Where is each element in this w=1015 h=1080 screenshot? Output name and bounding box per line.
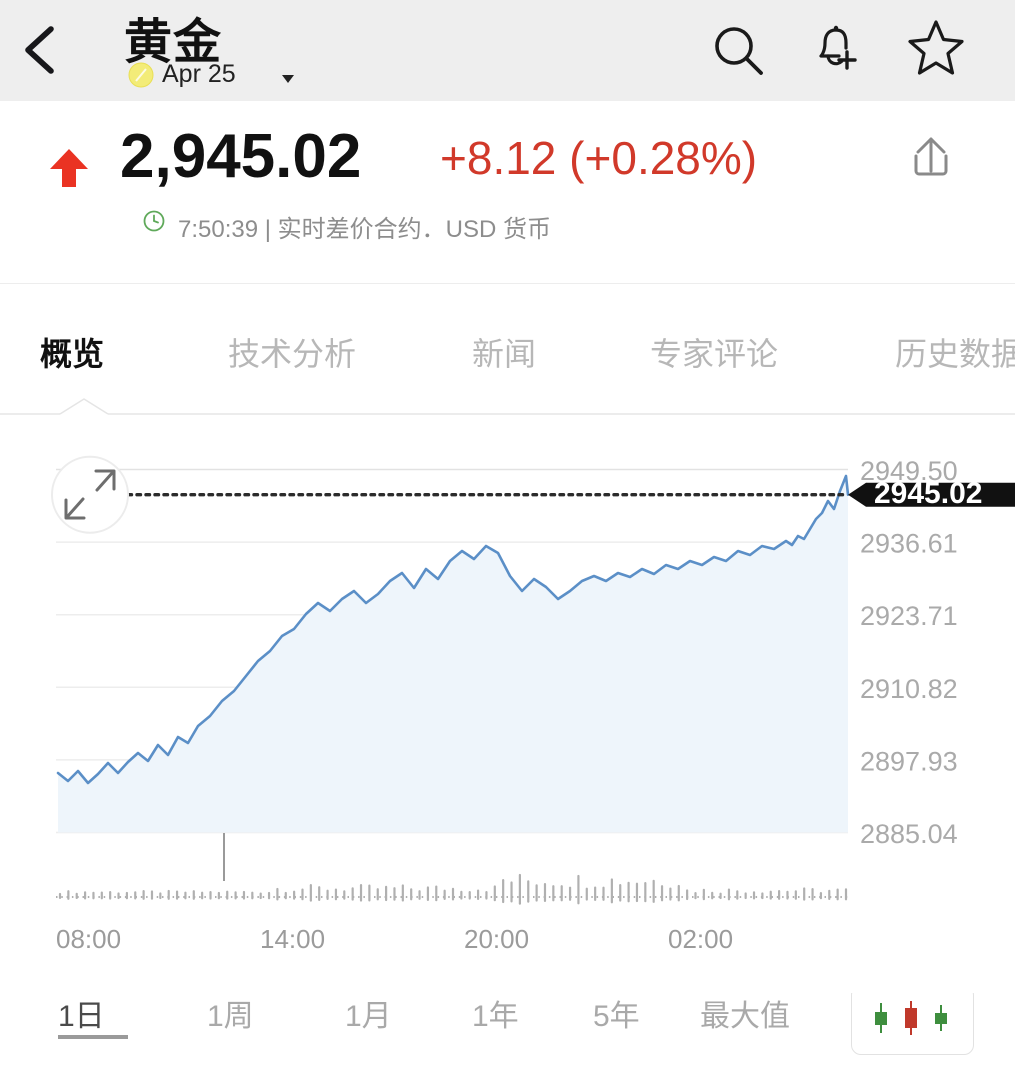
svg-text:2923.71: 2923.71	[860, 601, 958, 631]
svg-text:02:00: 02:00	[668, 924, 733, 954]
svg-text:14:00: 14:00	[260, 924, 325, 954]
svg-text:20:00: 20:00	[464, 924, 529, 954]
svg-text:2897.93: 2897.93	[860, 746, 958, 776]
svg-text:2936.61: 2936.61	[860, 529, 958, 559]
svg-text:2945.02: 2945.02	[874, 477, 982, 510]
svg-text:2885.04: 2885.04	[860, 819, 958, 849]
svg-text:08:00: 08:00	[56, 924, 121, 954]
svg-text:2910.82: 2910.82	[860, 674, 958, 704]
